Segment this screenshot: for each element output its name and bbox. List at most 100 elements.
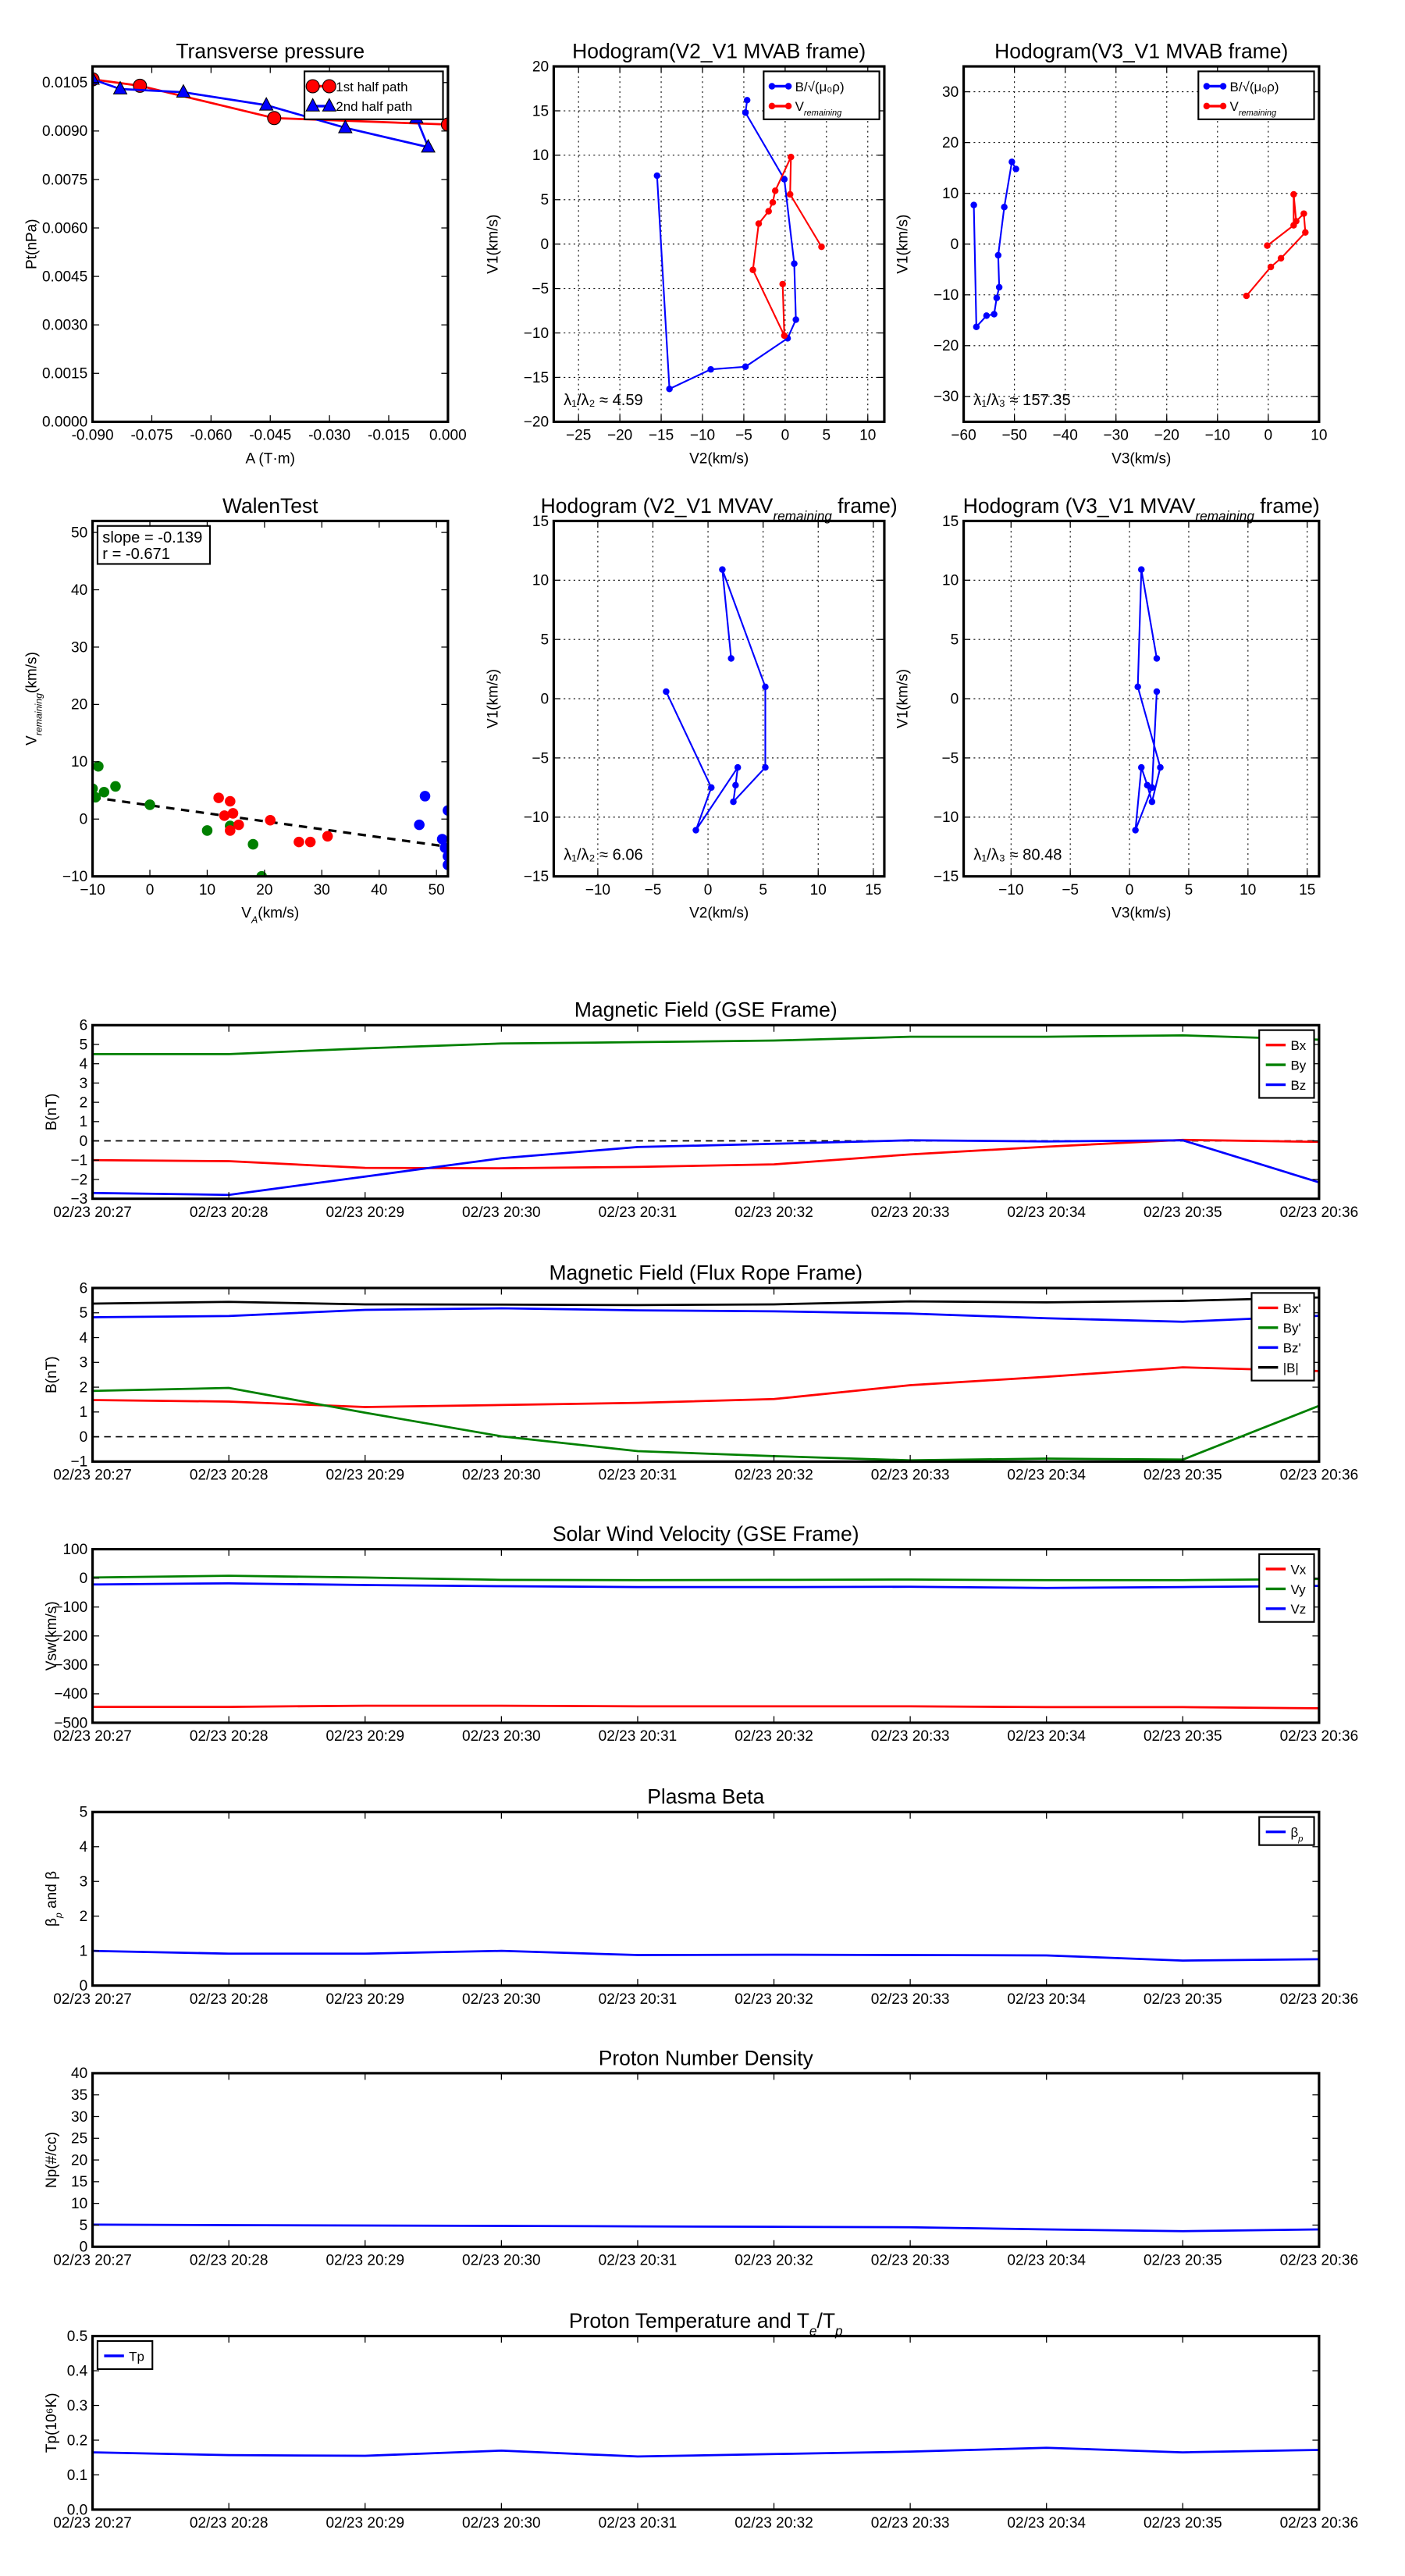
legend-label: Bz' — [1283, 1341, 1301, 1356]
y-tick-label: 0.0030 — [42, 318, 87, 334]
data-point — [983, 312, 991, 319]
y-axis-label: Vsw(km/s) — [44, 1601, 60, 1670]
x-tick-label: −10 — [585, 882, 610, 898]
data-point — [973, 323, 980, 330]
y-tick-label: −1 — [71, 1454, 88, 1471]
legend-label: Vremaining — [1230, 99, 1277, 118]
y-tick-label: 5 — [951, 632, 959, 649]
plot-area — [653, 97, 825, 393]
series-2 — [92, 1139, 1319, 1197]
legend-marker — [784, 83, 792, 90]
y-tick-label: −15 — [524, 370, 549, 386]
x-tick-label: 02/23 20:29 — [325, 1468, 404, 1484]
data-point — [719, 566, 726, 573]
x-tick-label: 02/23 20:35 — [1144, 2515, 1222, 2532]
y-tick-label: −2 — [71, 1172, 88, 1188]
plot-area — [92, 760, 448, 877]
chart-title: Hodogram(V2_V1 MVAB frame) — [572, 39, 866, 62]
x-tick-label: 5 — [823, 428, 831, 444]
y-tick-label: 0.0105 — [42, 75, 87, 91]
y-tick-label: 0 — [540, 691, 549, 707]
data-point — [419, 791, 431, 802]
y-tick-label: −5 — [532, 281, 549, 297]
x-tick-label: 02/23 20:31 — [599, 2515, 678, 2532]
data-point — [781, 176, 788, 183]
legend-label: 2nd half path — [336, 99, 412, 114]
x-tick-label: 02/23 20:32 — [735, 2253, 813, 2269]
series-line — [92, 1949, 1319, 1962]
y-axis-label: Np(#/cc) — [44, 2132, 60, 2188]
plot-area — [92, 1296, 1319, 1462]
y-tick-label: 0.0060 — [42, 220, 87, 237]
series-0 — [653, 97, 799, 393]
legend-label: Bz — [1290, 1078, 1306, 1093]
y-axis-label: V1(km/s) — [895, 215, 912, 274]
legend-label: Bx — [1290, 1038, 1306, 1053]
x-tick-label: 5 — [1185, 882, 1193, 898]
y-tick-label: 3 — [80, 1874, 88, 1891]
chart-title: Hodogram (V2_V1 MVAVremaining frame) — [541, 494, 898, 524]
data-point — [779, 280, 786, 288]
y-tick-label: 10 — [71, 2196, 87, 2212]
data-point — [742, 363, 749, 371]
y-tick-label: 0.0075 — [42, 172, 87, 188]
y-tick-label: 50 — [71, 525, 87, 541]
data-point — [213, 792, 224, 803]
series-line — [1134, 569, 1161, 831]
x-tick-label: −20 — [1154, 428, 1179, 444]
y-tick-label: −400 — [54, 1686, 87, 1703]
axes-frame — [91, 1810, 1321, 1987]
data-point — [265, 814, 276, 826]
data-point — [818, 243, 825, 251]
y-tick-label: 10 — [532, 573, 549, 589]
data-point — [727, 655, 735, 662]
x-tick-label: 02/23 20:30 — [462, 1204, 541, 1221]
x-tick-label: 02/23 20:36 — [1280, 1728, 1359, 1745]
data-point — [1134, 683, 1141, 691]
panel-solar-wind-velocity-gse-frame-: 02/23 20:27 02/23 20:28 02/23 20:29 02/23 2… — [44, 1522, 1358, 1745]
y-axis-label: V1(km/s) — [485, 215, 501, 274]
y-tick-label: 0.0 — [67, 2502, 87, 2518]
legend-marker — [1203, 83, 1211, 90]
legend-marker — [1219, 83, 1227, 90]
data-point — [293, 836, 304, 848]
series-2 — [414, 791, 448, 870]
data-point — [755, 220, 763, 227]
series-1 — [213, 792, 333, 848]
x-tick-label: 10 — [199, 882, 215, 898]
x-tick-label: 02/23 20:34 — [1007, 1991, 1086, 2008]
y-tick-label: 10 — [942, 186, 959, 202]
y-axis-label: V1(km/s) — [485, 669, 501, 728]
y-tick-label: 6 — [80, 1280, 88, 1297]
x-tick-label: 02/23 20:33 — [871, 2253, 950, 2269]
series-1 — [92, 1034, 1319, 1055]
data-point — [225, 795, 236, 807]
x-tick-label: 02/23 20:30 — [462, 1728, 541, 1745]
data-point — [233, 819, 244, 831]
panel-hodogram-v2-v1-mvab-frame-: −25 −20 −15 −10 −5 0 5 10 −20 −15 −10 −5 0 5 10 15 20 Hod… — [485, 39, 886, 467]
y-tick-label: 0 — [80, 2240, 88, 2256]
x-tick-label: 15 — [865, 882, 881, 898]
x-tick-label: 02/23 20:32 — [735, 1991, 813, 2008]
x-tick-label: −10 — [998, 882, 1023, 898]
data-point — [92, 792, 101, 803]
x-tick-label: 02/23 20:36 — [1280, 1204, 1359, 1221]
x-tick-label: 02/23 20:28 — [190, 1991, 269, 2008]
x-tick-label: -0.090 — [72, 428, 114, 444]
data-point — [322, 831, 333, 842]
eigenvalue-ratio-label: λ₁/λ₃ ≈ 80.48 — [973, 847, 1062, 864]
x-tick-label: 02/23 20:27 — [53, 1991, 132, 2008]
x-tick-label: 0 — [781, 428, 790, 444]
data-point — [112, 80, 128, 94]
y-tick-label: −10 — [524, 326, 549, 342]
legend-label: |B| — [1283, 1361, 1299, 1375]
y-tick-label: 40 — [71, 582, 87, 599]
y-tick-label: 0 — [80, 1571, 88, 1587]
eigenvalue-ratio-label: λ₁/λ₃ ≈ 157.35 — [973, 392, 1070, 409]
data-point — [734, 763, 742, 771]
series-2 — [92, 1307, 1319, 1323]
plot-area — [92, 2446, 1319, 2458]
x-tick-label: 02/23 20:29 — [325, 2515, 404, 2532]
y-tick-label: 20 — [71, 2152, 87, 2169]
